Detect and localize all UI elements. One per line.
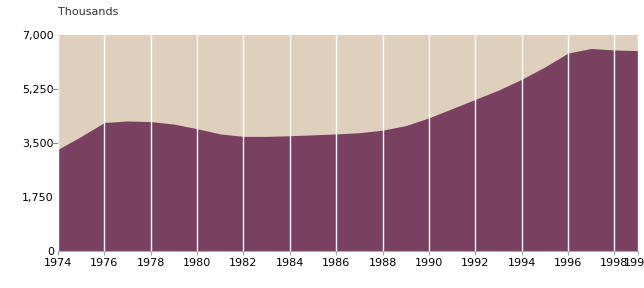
Text: Thousands: Thousands <box>58 7 118 17</box>
